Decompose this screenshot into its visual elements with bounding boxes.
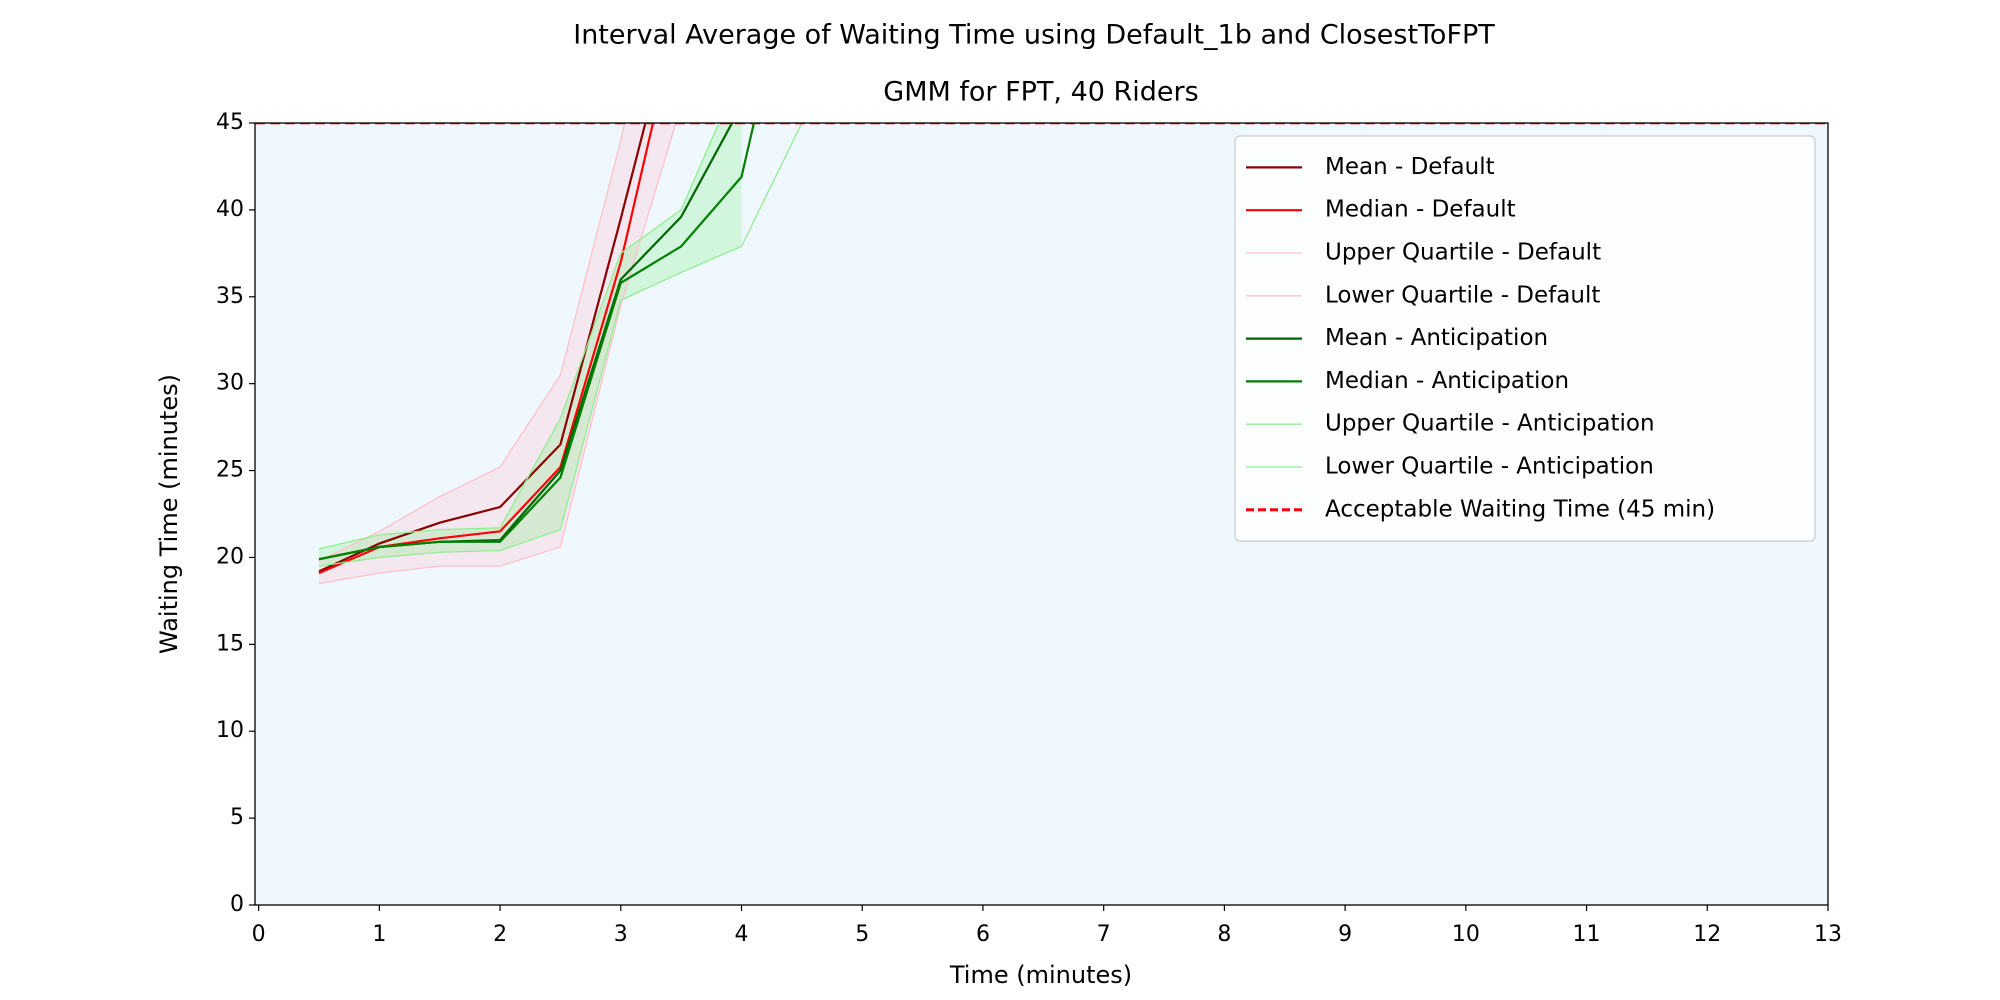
series-line	[318, 123, 677, 585]
x-tick-label: 0	[252, 922, 266, 947]
legend-label: Lower Quartile - Anticipation	[1325, 454, 1654, 480]
y-tick-label: 35	[216, 284, 244, 309]
y-tick-label: 10	[216, 718, 244, 743]
legend-label: Median - Anticipation	[1325, 368, 1569, 394]
legend-label: Mean - Anticipation	[1325, 325, 1548, 351]
series-line	[318, 123, 626, 562]
x-tick-label: 5	[855, 922, 869, 947]
x-tick-label: 11	[1573, 922, 1601, 947]
legend-label: Acceptable Waiting Time (45 min)	[1325, 496, 1715, 522]
legend-box	[1234, 135, 1816, 542]
x-tick-label: 6	[976, 922, 990, 947]
y-tick-label: 45	[216, 110, 244, 135]
x-tick-label: 8	[1217, 922, 1231, 947]
series-line	[318, 123, 756, 561]
x-tick-label: 4	[735, 922, 749, 947]
quartile-band	[318, 123, 742, 567]
legend-label: Upper Quartile - Default	[1325, 240, 1601, 266]
plot-frame	[254, 122, 1829, 906]
x-tick-label: 7	[1097, 922, 1111, 947]
quartile-band	[318, 123, 676, 584]
legend-label: Upper Quartile - Anticipation	[1325, 411, 1655, 437]
y-tick-label: 5	[230, 805, 244, 830]
y-tick-label: 15	[216, 631, 244, 656]
x-tick-label: 10	[1452, 922, 1480, 947]
y-tick-label: 20	[216, 544, 244, 569]
y-axis-label: Waiting Time (minutes)	[155, 374, 183, 654]
chart-title: Interval Average of Waiting Time using D…	[573, 20, 1495, 51]
series-line	[318, 123, 720, 550]
y-tick-label: 40	[216, 197, 244, 222]
x-tick-label: 9	[1338, 922, 1352, 947]
legend-label: Mean - Default	[1325, 154, 1495, 180]
x-tick-label: 2	[493, 922, 507, 947]
y-tick-label: 30	[216, 371, 244, 396]
y-tick-label: 25	[216, 458, 244, 483]
plot-area	[255, 123, 1828, 585]
series-line	[318, 123, 803, 567]
legend-label: Median - Default	[1325, 197, 1516, 223]
chart-subtitle: GMM for FPT, 40 Riders	[883, 77, 1198, 108]
x-tick-label: 3	[614, 922, 628, 947]
x-tick-label: 1	[372, 922, 386, 947]
x-axis-label: Time (minutes)	[949, 961, 1132, 989]
legend-label: Lower Quartile - Default	[1325, 282, 1600, 308]
x-tick-label: 12	[1693, 922, 1721, 947]
series-line	[318, 123, 647, 573]
x-tick-label: 13	[1814, 922, 1842, 947]
y-tick-label: 0	[230, 892, 244, 917]
